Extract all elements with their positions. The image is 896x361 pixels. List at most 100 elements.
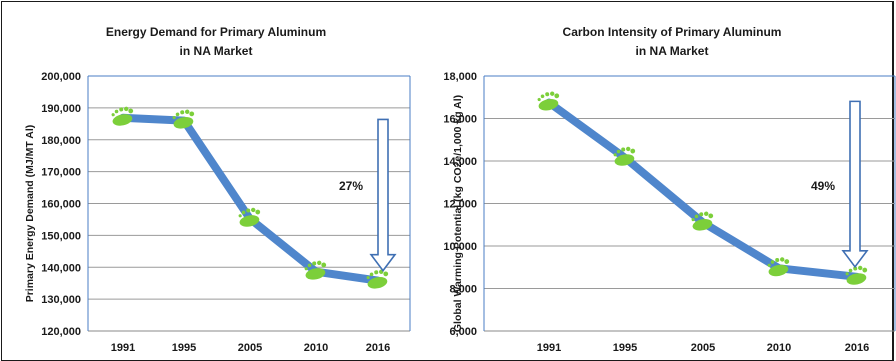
reduction-arrow-icon bbox=[369, 118, 397, 272]
footprint-toe bbox=[180, 110, 185, 115]
footprint-sole bbox=[692, 219, 713, 231]
y-tick-label: 6,000 bbox=[449, 326, 477, 338]
footprint-sole bbox=[614, 154, 635, 166]
y-axis-title: Primary Energy Demand (MJ/MT Al) bbox=[24, 125, 36, 303]
footprint-toe bbox=[630, 148, 636, 154]
y-tick-label: 180,000 bbox=[41, 135, 81, 147]
footprint-toe bbox=[691, 218, 695, 222]
x-tick-label: 2005 bbox=[238, 342, 262, 354]
x-tick-label: 2016 bbox=[845, 342, 869, 354]
x-tick-label: 1991 bbox=[537, 342, 561, 354]
footprint-sole bbox=[239, 215, 260, 227]
footprint-toe bbox=[537, 97, 541, 102]
footprint-toe bbox=[119, 107, 124, 112]
footprint-toe bbox=[621, 147, 626, 152]
footprint-sole bbox=[112, 114, 133, 126]
footprint-icon bbox=[767, 257, 790, 277]
footprint-icon bbox=[845, 265, 868, 285]
y-tick-label: 8,000 bbox=[449, 284, 477, 296]
x-tick-label: 1995 bbox=[172, 342, 196, 354]
footprint-sole bbox=[768, 264, 789, 277]
y-tick-label: 130,000 bbox=[41, 294, 81, 306]
chart-2: Carbon Intensity of Primary Aluminum in N… bbox=[443, 25, 896, 354]
footprint-icon bbox=[111, 106, 134, 126]
y-tick-label: 10,000 bbox=[443, 241, 477, 253]
footprint-toe bbox=[550, 91, 555, 96]
footprint-toe bbox=[185, 109, 190, 114]
footprint-toe bbox=[175, 112, 180, 117]
footprint-toe bbox=[540, 94, 545, 99]
footprint-toe bbox=[114, 109, 119, 114]
footprint-toe bbox=[545, 92, 550, 97]
chart-title-line: Carbon Intensity of Primary Aluminum bbox=[563, 25, 782, 39]
footprint-toe bbox=[251, 207, 256, 213]
footprint-icon bbox=[172, 109, 195, 129]
footprint-icon bbox=[238, 207, 261, 227]
x-tick-label: 2010 bbox=[767, 342, 791, 354]
footprint-toe bbox=[317, 260, 322, 266]
footprint-toe bbox=[383, 271, 389, 277]
y-tick-label: 12,000 bbox=[443, 199, 477, 211]
footprint-icon bbox=[691, 211, 714, 231]
reduction-percent-label: 49% bbox=[811, 179, 835, 193]
footprint-toe bbox=[780, 257, 785, 262]
x-tick-label: 2005 bbox=[691, 342, 715, 354]
footprint-toe bbox=[784, 259, 790, 264]
footprint-toe bbox=[699, 212, 704, 217]
footprint-toe bbox=[616, 149, 621, 154]
footprint-toe bbox=[124, 106, 129, 112]
y-tick-label: 120,000 bbox=[41, 326, 81, 338]
series-line bbox=[119, 113, 382, 285]
footprint-toe bbox=[862, 267, 868, 273]
y-tick-label: 170,000 bbox=[41, 167, 81, 179]
y-axis-title: Global Warming Potential (kg CO2e/1,000 … bbox=[452, 95, 464, 332]
chart-1: Energy Demand for Primary Aluminum in NA … bbox=[24, 25, 411, 354]
footprint-toe bbox=[853, 266, 858, 271]
footprint-toe bbox=[304, 267, 308, 271]
footprint-toe bbox=[312, 261, 317, 266]
footprint-toe bbox=[626, 146, 631, 152]
x-tick-label: 1991 bbox=[111, 342, 135, 354]
footprint-sole bbox=[305, 268, 326, 280]
y-tick-label: 14,000 bbox=[443, 156, 477, 168]
chart-title-line: in NA Market bbox=[636, 44, 709, 58]
footprint-icon bbox=[366, 269, 389, 289]
footprint-toe bbox=[704, 211, 709, 216]
footprint-toe bbox=[366, 276, 370, 280]
footprint-toe bbox=[307, 263, 312, 268]
footprint-sole bbox=[367, 277, 388, 289]
footprint-toe bbox=[374, 270, 379, 275]
footprint-toe bbox=[238, 214, 242, 218]
footprint-toe bbox=[845, 272, 849, 276]
footprint-toe bbox=[241, 210, 246, 215]
footprint-toe bbox=[775, 257, 780, 262]
footprint-icon bbox=[304, 260, 327, 280]
reduction-arrow-icon bbox=[841, 100, 869, 269]
y-tick-label: 190,000 bbox=[41, 103, 81, 115]
footprint-toe bbox=[770, 260, 775, 264]
footprint-toe bbox=[613, 153, 617, 157]
y-tick-label: 200,000 bbox=[41, 71, 81, 83]
footprint-toe bbox=[111, 113, 115, 117]
footprint-toe bbox=[172, 116, 176, 120]
footprint-toe bbox=[708, 213, 714, 219]
y-tick-label: 150,000 bbox=[41, 230, 81, 242]
footprint-toe bbox=[848, 268, 853, 273]
footprint-sole bbox=[173, 117, 194, 129]
footprint-toe bbox=[189, 111, 195, 117]
footprint-toe bbox=[554, 93, 560, 99]
footprint-toe bbox=[858, 265, 863, 271]
chart-title-line: Energy Demand for Primary Aluminum bbox=[106, 25, 326, 39]
x-tick-label: 1995 bbox=[613, 342, 637, 354]
x-tick-label: 2010 bbox=[304, 342, 328, 354]
y-tick-label: 16,000 bbox=[443, 114, 477, 126]
x-tick-label: 2016 bbox=[366, 342, 390, 354]
footprint-toe bbox=[255, 209, 261, 215]
footprint-toe bbox=[128, 108, 134, 114]
footprint-toe bbox=[694, 214, 699, 219]
y-tick-label: 140,000 bbox=[41, 262, 81, 274]
chart-title-line: in NA Market bbox=[180, 44, 253, 58]
footprint-toe bbox=[246, 208, 251, 213]
y-tick-label: 160,000 bbox=[41, 199, 81, 211]
